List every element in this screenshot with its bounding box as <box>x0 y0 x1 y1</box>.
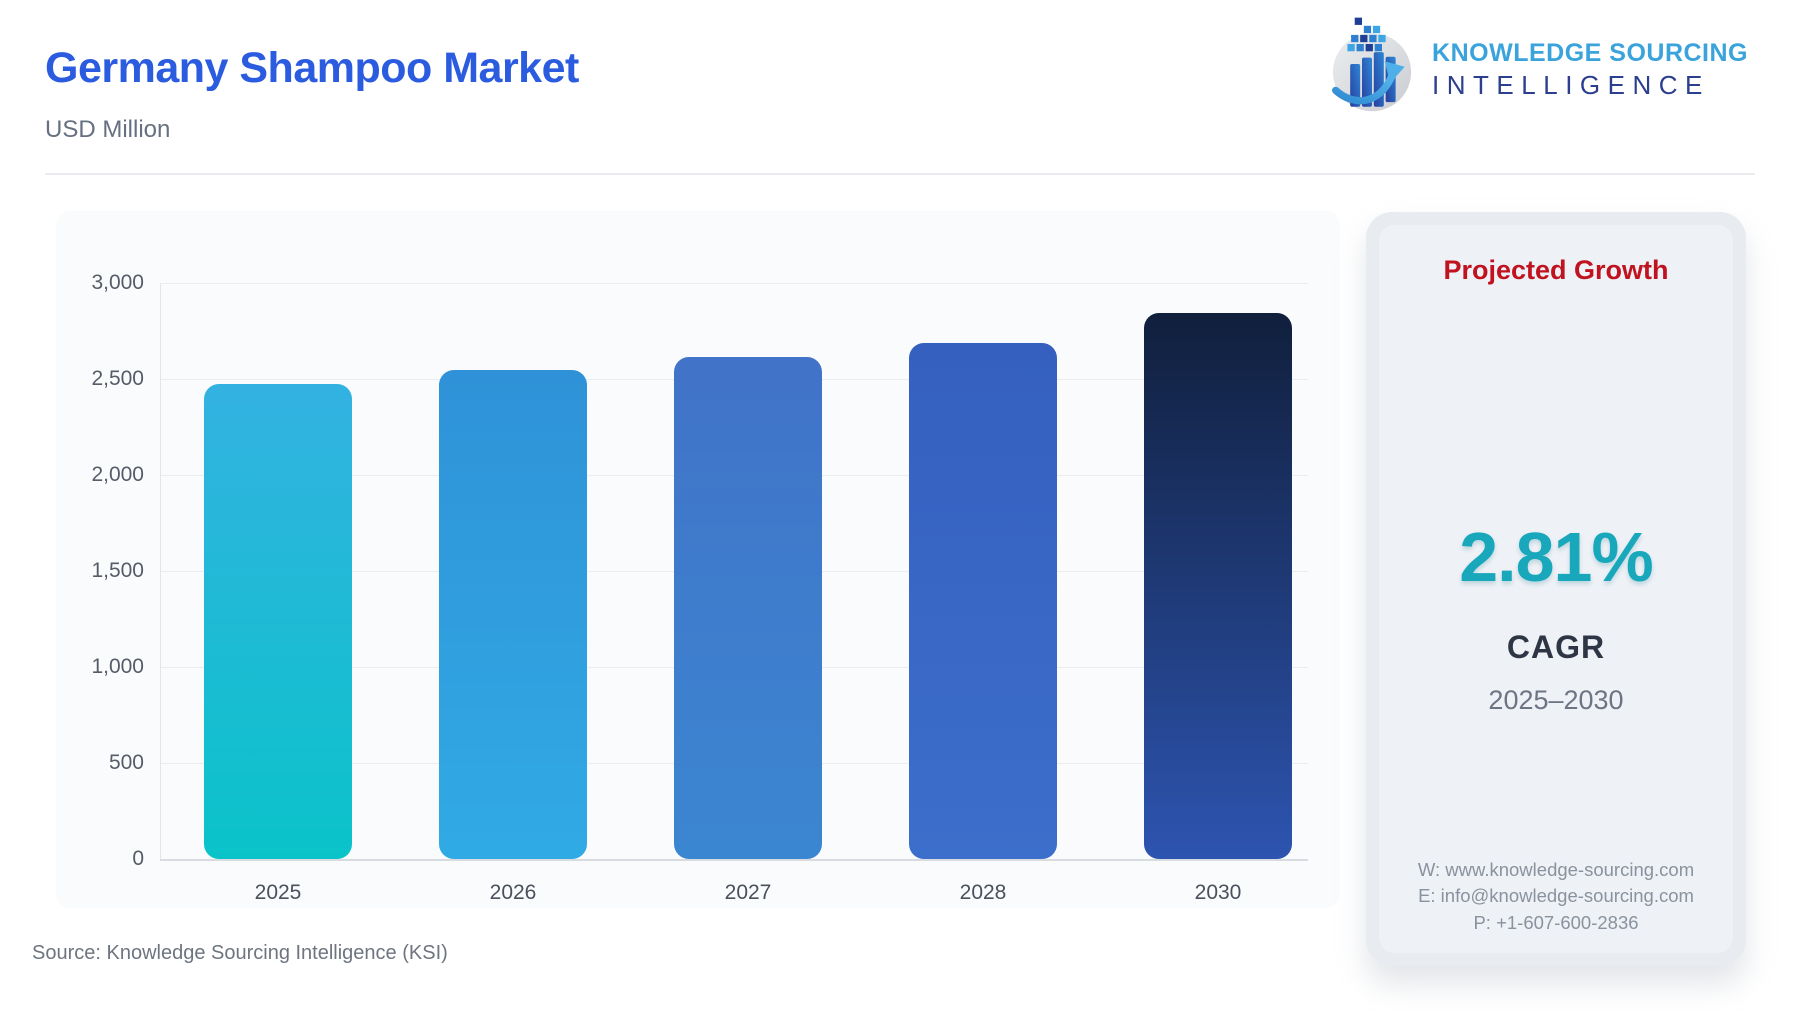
x-axis-tick-label: 2030 <box>1194 881 1242 904</box>
x-axis-tick-label: 2027 <box>724 881 772 904</box>
x-axis-tick-label: 2028 <box>959 881 1007 904</box>
contact-phone: P: +1-607-600-2836 <box>1473 912 1639 934</box>
x-axis-tick-label: 2026 <box>489 881 537 904</box>
growth-panel-title: Projected Growth <box>1443 255 1669 285</box>
gridline-3000 <box>160 283 1308 284</box>
projected-growth-panel-inner: Projected Growth 2.81% CAGR 2025–2030 W:… <box>1379 225 1733 953</box>
y-axis-tick-label: 0 <box>132 847 144 870</box>
y-axis-tick-label: 2,000 <box>91 463 144 486</box>
y-axis-tick-label: 1,500 <box>91 559 144 582</box>
bar-chart-arrow-logo-icon <box>1332 17 1412 112</box>
company-logo: KNOWLEDGE SOURCING INTELLIGENCE <box>1326 14 1748 114</box>
bar-2030 <box>1144 312 1292 859</box>
contact-email: E: info@knowledge-sourcing.com <box>1418 885 1694 907</box>
x-axis-tick-label: 2025 <box>254 881 302 904</box>
logo-text: KNOWLEDGE SOURCING INTELLIGENCE <box>1432 27 1748 101</box>
y-axis-tick-label: 3,000 <box>91 271 144 294</box>
cagr-label: CAGR <box>1506 629 1606 665</box>
forecast-period: 2025–2030 <box>1488 685 1624 715</box>
logo-arrow <box>1332 61 1405 105</box>
bar-2028 <box>909 342 1057 859</box>
header-divider <box>45 173 1755 175</box>
logo-line1: KNOWLEDGE SOURCING <box>1432 39 1748 67</box>
y-axis-tick-label: 2,500 <box>91 367 144 390</box>
bar-2026 <box>439 370 587 859</box>
gridline-0 <box>160 859 1308 861</box>
cagr-value: 2.81% <box>1459 518 1653 596</box>
page-title: Germany Shampoo Market <box>45 44 579 92</box>
logo-line2: INTELLIGENCE <box>1432 70 1710 100</box>
y-axis-tick-label: 500 <box>108 751 144 774</box>
units-label: USD Million <box>45 116 171 143</box>
bar-chart: 0 500 1,000 1,500 2,000 2,500 3,000 2025 2026 202… <box>56 211 1340 908</box>
bar-2027 <box>674 356 822 859</box>
projected-growth-panel: Projected Growth 2.81% CAGR 2025–2030 W:… <box>1366 212 1746 966</box>
bar-2025 <box>204 383 352 859</box>
source-note: Source: Knowledge Sourcing Intelligence … <box>32 942 448 964</box>
y-axis-tick-label: 1,000 <box>91 655 144 678</box>
logo-pixel-squares <box>1347 17 1386 52</box>
contact-block: W: www.knowledge-sourcing.com E: info@kn… <box>1379 857 1733 937</box>
contact-website: W: www.knowledge-sourcing.com <box>1417 858 1695 880</box>
y-axis-line <box>160 283 161 859</box>
